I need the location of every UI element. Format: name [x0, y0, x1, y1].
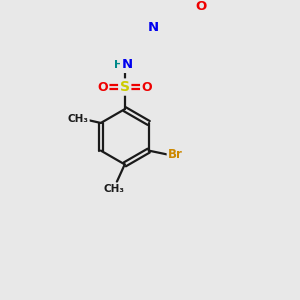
Text: O: O	[142, 80, 152, 94]
Text: CH₃: CH₃	[68, 114, 88, 124]
Text: S: S	[120, 80, 130, 94]
Text: CH₃: CH₃	[104, 184, 125, 194]
Text: Br: Br	[168, 148, 183, 161]
Text: O: O	[196, 0, 207, 13]
Text: N: N	[148, 21, 159, 34]
Text: H: H	[114, 60, 123, 70]
Text: O: O	[97, 80, 108, 94]
Text: N: N	[122, 58, 133, 71]
